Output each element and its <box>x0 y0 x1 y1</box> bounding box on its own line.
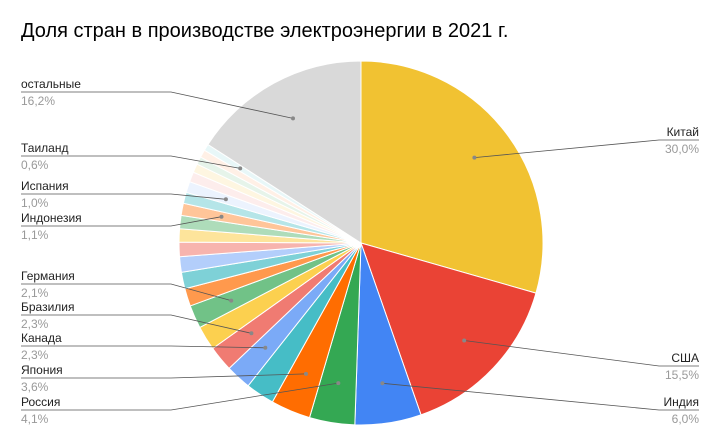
slice-percent-канада: 2,3% <box>21 348 49 362</box>
leader-line-россия <box>21 382 339 411</box>
slice-percent-бразилия: 2,3% <box>21 317 49 331</box>
leader-dot-таиланд <box>238 166 243 171</box>
pie-slice-остальные <box>207 60 362 244</box>
leader-dot-остальные <box>291 116 295 121</box>
slice-label-бразилия: Бразилия <box>21 300 75 314</box>
pie-slice-китай <box>360 60 544 294</box>
slice-percent-испания: 1,0% <box>21 196 49 210</box>
slice-percent-китай: 30,0% <box>665 142 699 156</box>
slice-percent-сша: 15,5% <box>665 368 699 382</box>
leader-line-испания <box>21 193 226 200</box>
slice-percent-германия: 2,1% <box>21 286 49 300</box>
slice-label-сша: США <box>671 351 699 365</box>
leader-dot-сша <box>462 338 467 343</box>
slice-label-остальные: остальные <box>21 77 81 91</box>
leader-dot-япония <box>304 371 308 376</box>
pie-slices <box>178 60 544 426</box>
leader-dot-испания <box>223 197 228 202</box>
pie-labels: Китай 30,0% США 15,5% Индия 6,0% Россия 4,1% Япо… <box>21 77 699 426</box>
slice-percent-остальные: 16,2% <box>21 94 55 108</box>
leader-dot-россия <box>336 381 341 386</box>
slice-percent-индия: 6,0% <box>672 412 700 426</box>
slice-percent-россия: 4,1% <box>21 412 49 426</box>
slice-label-япония: Япония <box>21 363 63 377</box>
leader-dot-германия <box>229 298 234 303</box>
leader-line-сша <box>464 340 699 367</box>
leader-line-китай <box>474 139 699 158</box>
leader-line-индия <box>382 382 699 411</box>
chart-title: Доля стран в производстве электроэнергии… <box>21 20 509 42</box>
slice-label-индонезия: Индонезия <box>21 211 82 225</box>
slice-label-испания: Испания <box>21 179 69 193</box>
leader-dot-китай <box>472 155 477 160</box>
leader-dot-канада <box>263 345 268 350</box>
leader-dot-индия <box>380 381 385 386</box>
slice-label-китай: Китай <box>667 125 699 139</box>
pie-slice-сша <box>360 242 537 416</box>
leader-line-таиланд <box>21 155 241 169</box>
leader-line-канада <box>21 345 266 349</box>
leader-line-германия <box>21 283 232 301</box>
slice-percent-индонезия: 1,1% <box>21 228 49 242</box>
slice-label-германия: Германия <box>21 269 75 283</box>
leader-dot-индонезия <box>219 214 224 219</box>
leader-line-индонезия <box>21 216 222 227</box>
leader-line-бразилия <box>21 314 252 334</box>
leader-line-остальные <box>21 91 294 119</box>
slice-label-таиланд: Таиланд <box>21 141 68 155</box>
slice-label-россия: Россия <box>21 395 60 409</box>
slice-percent-таиланд: 0,6% <box>21 158 49 172</box>
slice-percent-япония: 3,6% <box>21 380 49 394</box>
slice-label-индия: Индия <box>664 395 699 409</box>
leader-line-япония <box>21 373 307 379</box>
leader-dot-бразилия <box>249 331 254 336</box>
slice-label-канада: Канада <box>21 331 62 345</box>
